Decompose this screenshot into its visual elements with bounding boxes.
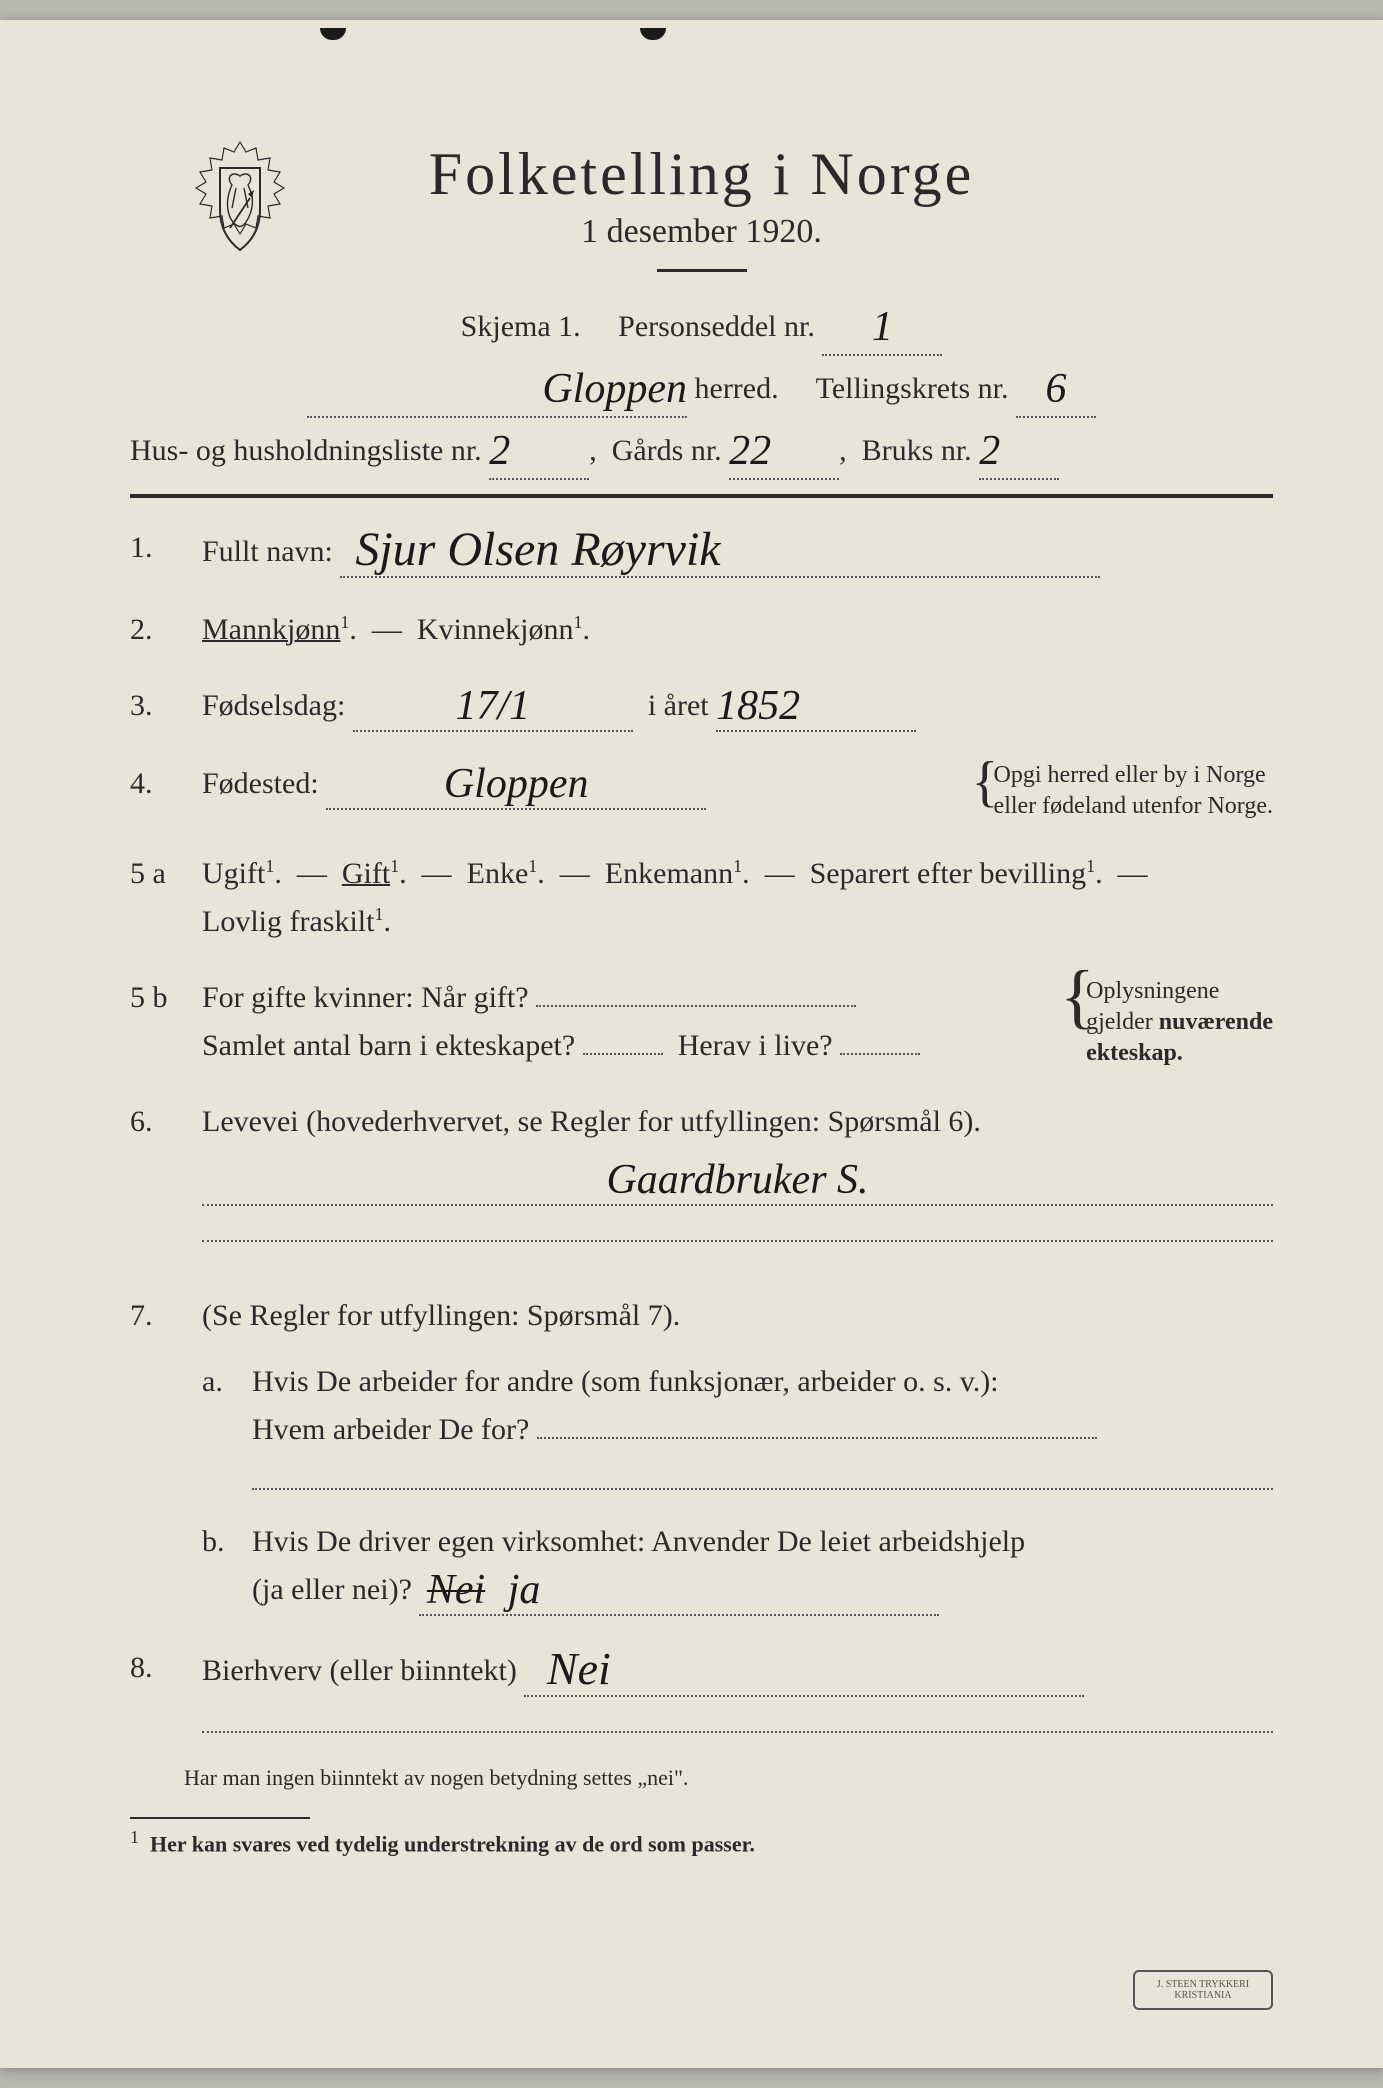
q5b-note-l2: gjelder nuværende (1086, 1007, 1273, 1038)
q4-num: 4. (130, 760, 184, 822)
footnote: 1 Her kan svares ved tydelig understrekn… (130, 1827, 1273, 1857)
bruks-nr: 2 (979, 433, 1000, 471)
bruks-label: Bruks nr. (862, 434, 972, 467)
q5a-fraskilt: Lovlig fraskilt (202, 905, 374, 938)
q3-label: Fødselsdag: (202, 689, 345, 722)
q1-value: Sjur Olsen Røyrvik (355, 528, 720, 571)
q7b-text2: (ja eller nei)? (252, 1573, 412, 1606)
q4-label: Fødested: (202, 767, 319, 800)
q5b-label2: Samlet antal barn i ekteskapet? (202, 1029, 575, 1062)
q7a-text1: Hvis De arbeider for andre (som funksjon… (252, 1365, 999, 1398)
header-rule (130, 494, 1273, 498)
herred-label: herred. (695, 372, 779, 405)
q5b-note-l1: Oplysningene (1086, 976, 1273, 1007)
tellingskrets-label: Tellingskrets nr. (816, 372, 1009, 405)
question-4: 4. Fødested: Gloppen Opgi herred eller b… (130, 760, 1273, 822)
q2-sup1: 1 (340, 612, 349, 632)
gards-nr: 22 (729, 433, 771, 471)
question-8: 8. Bierhverv (eller biinntekt) Nei (130, 1644, 1273, 1755)
q3-year-label: i året (648, 689, 709, 722)
q6-blank-line (202, 1216, 1273, 1242)
q6-label: Levevei (hovederhvervet, se Regler for u… (202, 1105, 981, 1138)
norwegian-coat-of-arms (190, 140, 290, 270)
hus-label: Hus- og husholdningsliste nr. (130, 434, 482, 467)
q7b-value-struck: Nei (427, 1572, 485, 1610)
q3-num: 3. (130, 682, 184, 732)
tellingskrets-nr: 6 (1045, 371, 1066, 409)
meta-line-2: Gloppen herred. Tellingskrets nr. 6 (130, 362, 1273, 418)
q2-sup2: 1 (573, 612, 582, 632)
q7b-value: ja (508, 1572, 541, 1610)
q8-label: Bierhverv (eller biinntekt) (202, 1654, 517, 1687)
question-6: 6. Levevei (hovederhvervet, se Regler fo… (130, 1098, 1273, 1264)
question-5a: 5 a Ugift1. — Gift1. — Enke1. — Enkemann… (130, 850, 1273, 946)
meta-line-1: Skjema 1. Personseddel nr. 1 (130, 300, 1273, 356)
q5b-note: Oplysningene gjelder nuværende ekteskap. (1060, 976, 1273, 1070)
printer-stamp: J. STEEN TRYKKERI KRISTIANIA (1133, 1970, 1273, 2010)
herred-name: Gloppen (542, 371, 687, 409)
q5b-note-l3: ekteskap. (1086, 1038, 1273, 1069)
q2-num: 2. (130, 606, 184, 654)
census-form-page: Folketelling i Norge 1 desember 1920. Sk… (0, 20, 1383, 2068)
q8-num: 8. (130, 1644, 184, 1755)
q7-label: (Se Regler for utfyllingen: Spørsmål 7). (202, 1299, 680, 1332)
q4-value: Gloppen (444, 766, 589, 804)
q6-value: Gaardbruker S. (606, 1162, 868, 1200)
subtitle: 1 desember 1920. (130, 213, 1273, 251)
gards-label: Gårds nr. (612, 434, 722, 467)
q5b-label3: Herav i live? (678, 1029, 833, 1062)
q3-day: 17/1 (456, 688, 531, 726)
question-5b: 5 b For gifte kvinner: Når gift? Samlet … (130, 974, 1273, 1070)
question-1: 1. Fullt navn: Sjur Olsen Røyrvik (130, 524, 1273, 578)
q4-note: Opgi herred eller by i Norge eller fødel… (972, 760, 1273, 822)
question-7: 7. (Se Regler for utfyllingen: Spørsmål … (130, 1292, 1273, 1616)
q5a-num: 5 a (130, 850, 184, 946)
personseddel-nr: 1 (872, 309, 893, 347)
q2-dash: — (372, 613, 402, 646)
hus-nr: 2 (489, 433, 510, 471)
q5a-separert: Separert efter bevilling (810, 857, 1087, 890)
q2-kvinne: Kvinnekjønn (417, 613, 574, 646)
crest-svg (190, 140, 290, 270)
q7-num: 7. (130, 1292, 184, 1616)
question-2: 2. Mannkjønn1. — Kvinnekjønn1. (130, 606, 1273, 654)
q7b-label: b. (202, 1518, 236, 1616)
q4-note-l2: eller fødeland utenfor Norge. (994, 791, 1273, 822)
footer-note: Har man ingen biinntekt av nogen betydni… (184, 1765, 1273, 1791)
q4-note-l1: Opgi herred eller by i Norge (994, 760, 1273, 791)
footnote-num: 1 (130, 1827, 139, 1847)
main-title: Folketelling i Norge (130, 140, 1273, 209)
title-block: Folketelling i Norge 1 desember 1920. (130, 140, 1273, 272)
skjema-label: Skjema 1. (461, 310, 581, 343)
title-divider (657, 269, 747, 272)
personseddel-label: Personseddel nr. (618, 310, 815, 343)
q7a-text2: Hvem arbeider De for? (252, 1413, 529, 1446)
q5a-ugift: Ugift (202, 857, 265, 890)
q6-num: 6. (130, 1098, 184, 1264)
footnote-text: Her kan svares ved tydelig understreknin… (150, 1832, 755, 1857)
meta-line-3: Hus- og husholdningsliste nr. 2, Gårds n… (130, 424, 1273, 480)
q5a-enkemann: Enkemann (605, 857, 733, 890)
q1-label: Fullt navn: (202, 535, 333, 568)
question-3: 3. Fødselsdag: 17/1 i året 1852 (130, 682, 1273, 732)
q1-num: 1. (130, 524, 184, 578)
q5b-num: 5 b (130, 974, 184, 1070)
footnote-rule (130, 1817, 310, 1819)
q7b-text1: Hvis De driver egen virksomhet: Anvender… (252, 1525, 1025, 1558)
q8-value: Nei (547, 1648, 611, 1689)
q8-blank-line (202, 1707, 1273, 1733)
q5a-gift: Gift (342, 857, 390, 890)
q7a-label: a. (202, 1358, 236, 1512)
binding-marks (0, 28, 1383, 42)
q5b-label1: For gifte kvinner: Når gift? (202, 981, 529, 1014)
q7a-blank-line (252, 1464, 1273, 1490)
q2-mann: Mannkjønn (202, 613, 340, 646)
q5a-enke: Enke (467, 857, 529, 890)
q3-year: 1852 (716, 688, 800, 726)
